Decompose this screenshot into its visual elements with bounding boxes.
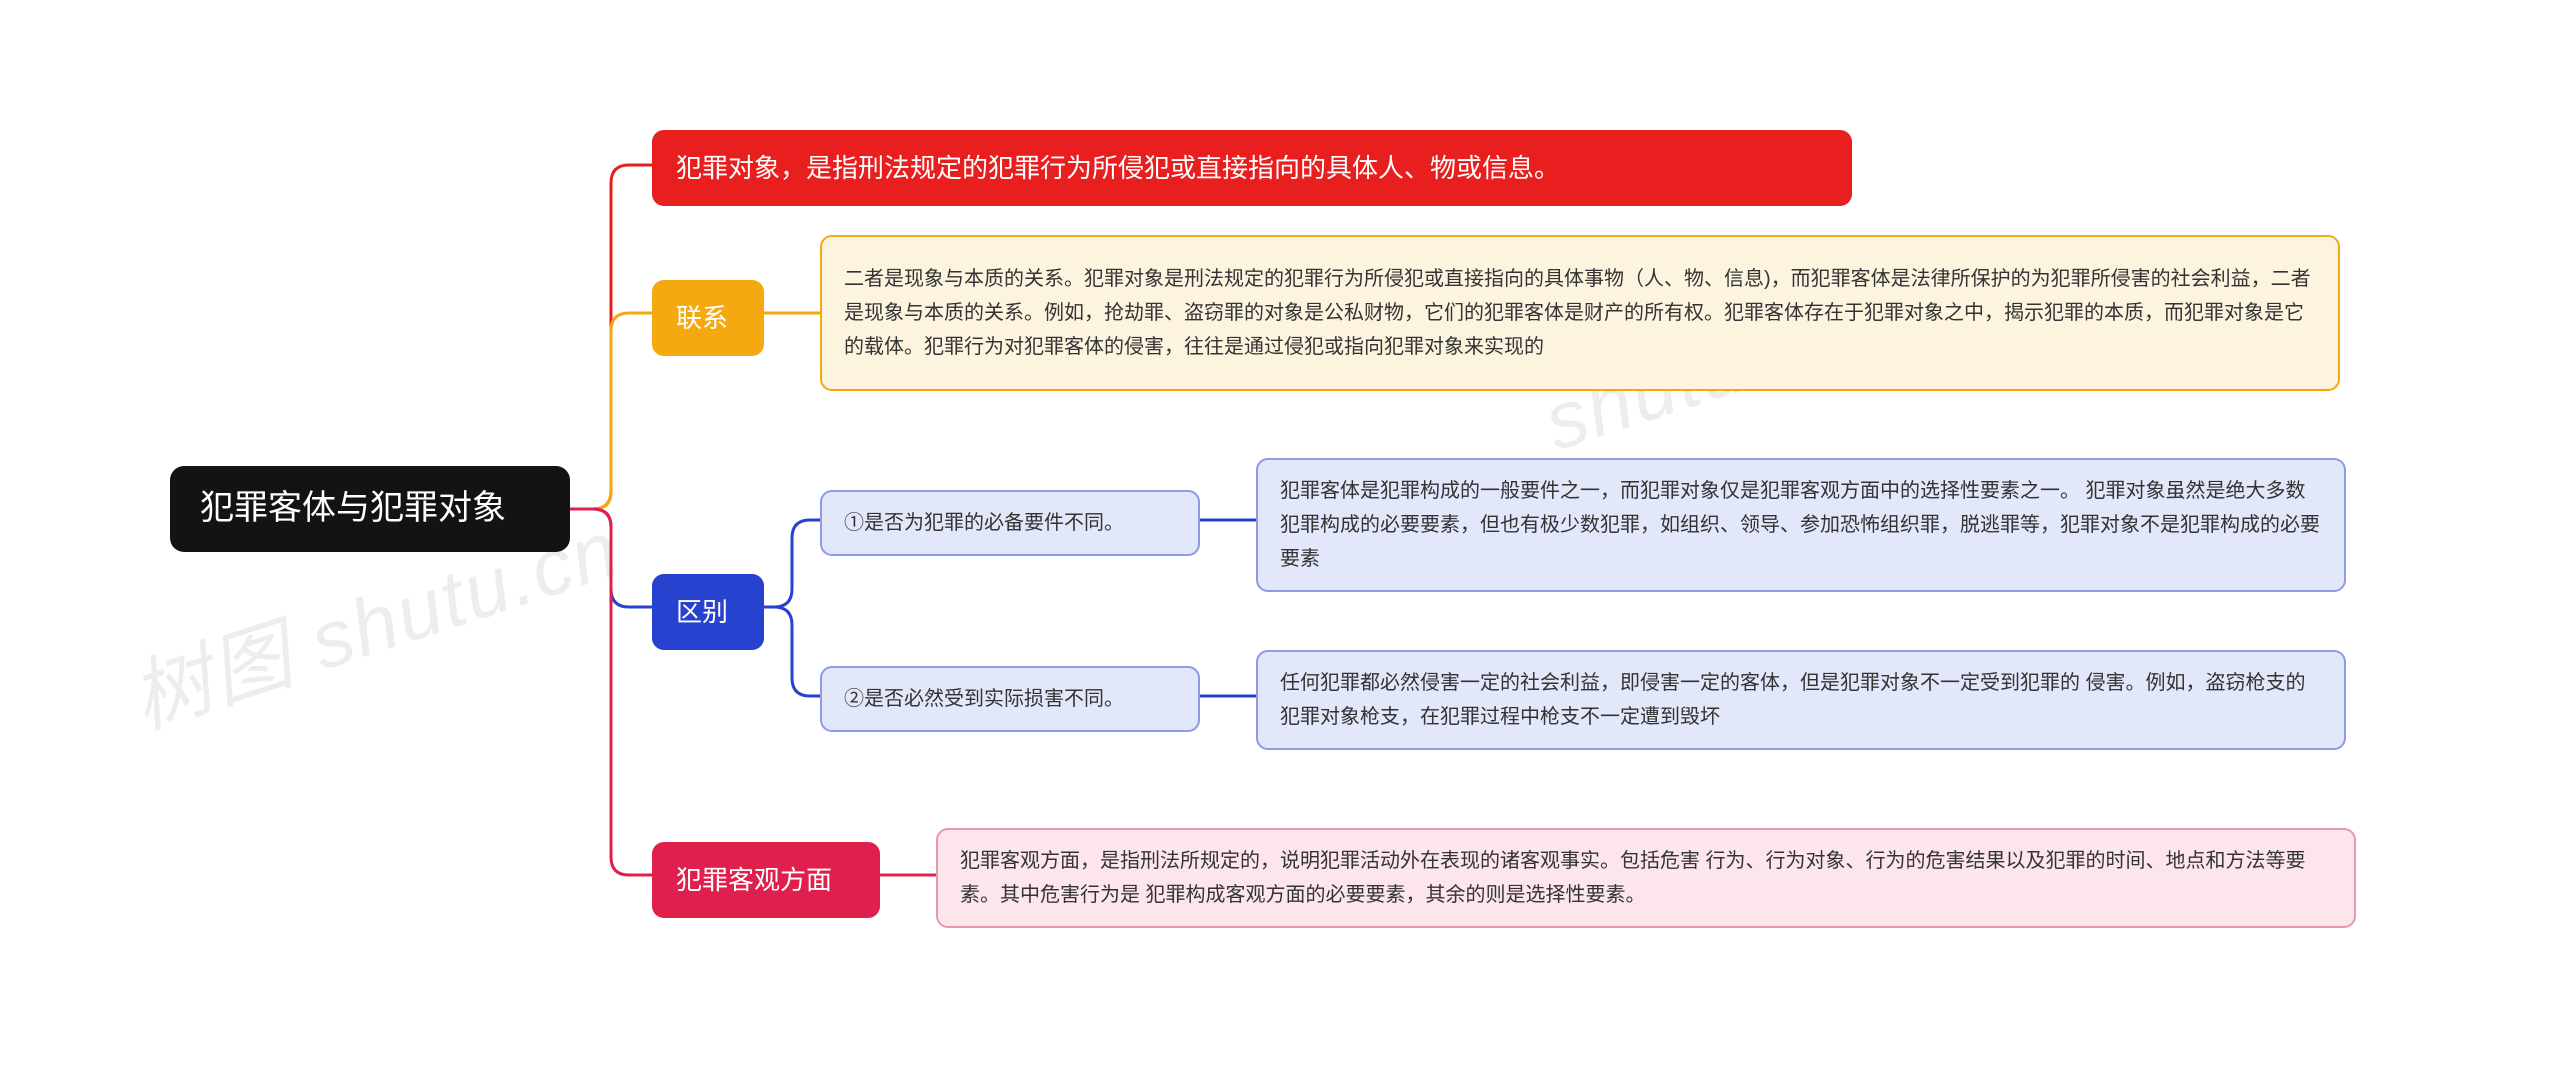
node-qubie-2-detail: 任何犯罪都必然侵害一定的社会利益，即侵害一定的客体，但是犯罪对象不一定受到犯罪的… (1256, 650, 2346, 750)
node-qubie-2: ②是否必然受到实际损害不同。 (820, 666, 1200, 732)
node-lianxi-detail: 二者是现象与本质的关系。犯罪对象是刑法规定的犯罪行为所侵犯或直接指向的具体事物（… (820, 235, 2340, 391)
node-qubie-1-detail: 犯罪客体是犯罪构成的一般要件之一，而犯罪对象仅是犯罪客观方面中的选择性要素之一。… (1256, 458, 2346, 592)
branch-keguan: 犯罪客观方面 (652, 842, 880, 918)
branch-definition: 犯罪对象，是指刑法规定的犯罪行为所侵犯或直接指向的具体人、物或信息。 (652, 130, 1852, 206)
node-keguan-detail: 犯罪客观方面，是指刑法所规定的，说明犯罪活动外在表现的诸客观事实。包括危害 行为… (936, 828, 2356, 928)
branch-lianxi: 联系 (652, 280, 764, 356)
node-qubie-1: ①是否为犯罪的必备要件不同。 (820, 490, 1200, 556)
branch-qubie: 区别 (652, 574, 764, 650)
root-node: 犯罪客体与犯罪对象 (170, 466, 570, 552)
